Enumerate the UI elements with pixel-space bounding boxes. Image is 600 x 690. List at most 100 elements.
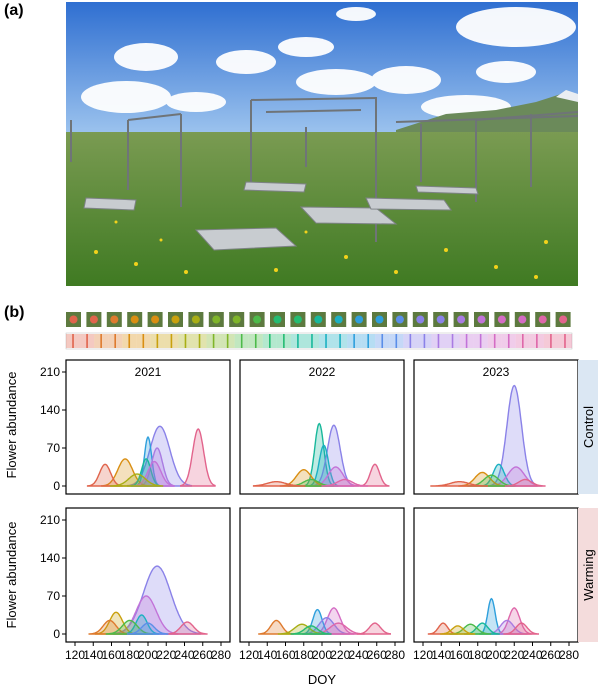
species-icon	[127, 312, 143, 327]
x-tick-label: 160	[449, 648, 469, 662]
phenology-figure: Flower abundance Flower abundance 2021 0 7…	[4, 312, 598, 687]
warming-strip	[578, 508, 598, 642]
density-curve	[113, 595, 179, 635]
species-icon	[249, 312, 265, 327]
species-icon	[270, 312, 285, 327]
color-strip-tick	[86, 334, 88, 348]
x-tick-label: 260	[541, 648, 561, 662]
x-tick-label: 120	[65, 648, 85, 662]
x-axis-label: DOY	[308, 672, 337, 687]
color-strip-tick	[114, 334, 116, 348]
row-strips: Control Warming	[578, 360, 598, 642]
density-curve	[110, 473, 164, 487]
x-tick-label: 180	[120, 648, 140, 662]
density-curve	[304, 422, 334, 487]
density-curve	[123, 614, 160, 635]
density-curve	[166, 621, 208, 635]
color-strip-tick	[522, 334, 524, 348]
density-curve	[312, 607, 355, 635]
density-curve	[138, 447, 175, 487]
y-tick-label: 0	[53, 479, 60, 493]
species-icon	[351, 312, 367, 327]
x-tick-label: 120	[239, 648, 259, 662]
color-strip-tick	[536, 334, 538, 348]
y-tick-label: 210	[40, 513, 60, 527]
color-strip-tick	[367, 334, 369, 348]
species-icon	[474, 312, 489, 327]
solar-shelters	[83, 181, 479, 251]
x-tick-label: 180	[468, 648, 488, 662]
color-strip-tick	[269, 334, 271, 348]
yellow-flowers	[94, 220, 548, 279]
clouds	[81, 7, 576, 119]
species-icon	[168, 312, 183, 327]
x-tick-label: 280	[559, 648, 579, 662]
species-icon	[229, 312, 245, 327]
panel-year-title: 2021	[135, 365, 162, 379]
species-icon	[372, 312, 387, 327]
color-strip-tick	[128, 334, 131, 348]
density-curve	[133, 460, 175, 487]
panel-frame	[239, 359, 405, 495]
color-strip-tick	[550, 334, 552, 348]
color-strip-tick	[297, 334, 299, 348]
density-curve	[496, 607, 532, 635]
density-curve	[440, 625, 476, 635]
y-tick-label: 0	[53, 627, 60, 641]
species-icon	[290, 312, 306, 327]
density-curve	[356, 622, 391, 635]
field-experiment-photo	[66, 2, 578, 286]
species-icon	[86, 312, 102, 327]
x-tick-label: 280	[211, 648, 231, 662]
facet-panel: 2021 0 70 140 210	[40, 359, 231, 495]
color-strip-tick	[493, 334, 496, 348]
panel-frame	[65, 507, 231, 643]
x-tick-label: 200	[486, 648, 506, 662]
x-tick-label: 280	[385, 648, 405, 662]
x-tick-label: 240	[348, 648, 368, 662]
panel-a-label: (a)	[4, 2, 24, 19]
x-tick-label: 140	[83, 648, 103, 662]
density-curve	[503, 622, 539, 635]
species-icon	[310, 312, 326, 327]
color-strip-tick	[479, 334, 482, 348]
x-tick-label: 120	[413, 648, 433, 662]
snow-peak	[556, 90, 578, 102]
y-axis-label-warming: Flower abundance	[4, 522, 19, 629]
x-tick-label: 140	[431, 648, 451, 662]
density-curve	[430, 481, 488, 487]
color-strip-frame	[65, 332, 573, 350]
warming-label: Warming	[581, 549, 596, 601]
color-strip-tick	[564, 334, 566, 348]
panel-frame	[413, 359, 579, 495]
y-tick-label: 140	[40, 403, 60, 417]
y-tick-label: 70	[47, 589, 61, 603]
density-curve	[130, 458, 161, 487]
x-tick-label: 220	[504, 648, 524, 662]
density-curve	[308, 444, 339, 487]
density-curve	[302, 616, 350, 635]
density-curve	[321, 478, 369, 487]
density-curve	[458, 471, 506, 487]
species-icon	[66, 312, 81, 327]
species-icon-strip	[66, 312, 571, 327]
density-curve	[504, 478, 546, 487]
color-strip-tick	[156, 334, 159, 348]
color-strip-tick	[465, 334, 468, 348]
color-strip-tick	[254, 334, 257, 348]
density-curve	[449, 623, 491, 635]
species-icon	[514, 312, 530, 327]
density-curve	[86, 463, 123, 487]
species-icon	[208, 312, 224, 327]
y-tick-label: 70	[47, 441, 61, 455]
x-tick-label: 200	[312, 648, 332, 662]
species-icon	[453, 312, 469, 327]
density-curve	[480, 463, 517, 487]
density-curve	[290, 625, 332, 635]
x-tick-label: 160	[275, 648, 295, 662]
x-tick-label: 160	[101, 648, 121, 662]
species-icon	[392, 312, 408, 327]
color-strip-tick	[339, 334, 341, 348]
density-curve	[277, 623, 326, 635]
